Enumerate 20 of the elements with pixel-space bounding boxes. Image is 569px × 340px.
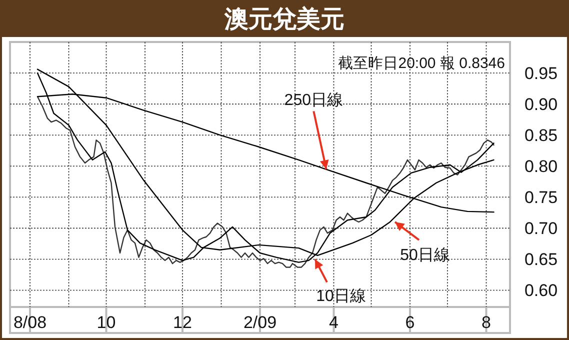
x-tick-label: 4 bbox=[329, 313, 338, 332]
annotation: 截至昨日20:00 報 0.8346 bbox=[338, 55, 505, 72]
x-tick-label: 6 bbox=[405, 313, 415, 332]
annotation: 10日線 bbox=[316, 288, 366, 306]
annotation: 50日線 bbox=[400, 246, 450, 264]
annotation: 250日線 bbox=[284, 92, 343, 110]
y-tick-label: 0.65 bbox=[524, 250, 558, 270]
x-tick-label: 8/08 bbox=[13, 313, 47, 332]
y-tick-label: 0.80 bbox=[524, 157, 558, 176]
chart-title: 澳元兌美元 bbox=[224, 5, 344, 33]
x-tick-label: 10 bbox=[96, 313, 116, 332]
y-tick-label: 0.60 bbox=[524, 281, 558, 300]
x-tick-label: 12 bbox=[173, 313, 192, 332]
y-tick-label: 0.95 bbox=[524, 64, 558, 84]
y-tick-label: 0.70 bbox=[524, 219, 558, 238]
x-tick-label: 2/09 bbox=[243, 313, 277, 332]
y-tick-label: 0.90 bbox=[524, 95, 558, 114]
y-tick-label: 0.85 bbox=[524, 126, 558, 146]
x-tick-label: 8 bbox=[482, 313, 491, 332]
y-tick-label: 0.75 bbox=[524, 188, 558, 208]
